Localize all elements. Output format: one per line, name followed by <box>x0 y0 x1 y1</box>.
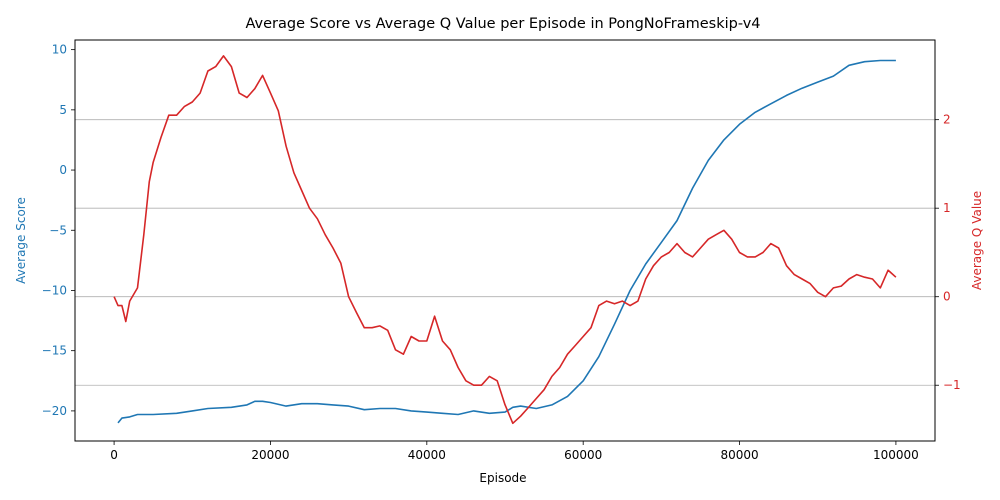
grid-lines <box>75 119 935 386</box>
y-right-tick-label: 0 <box>943 290 951 304</box>
y-axis-left: −20 −15 −10 −5 0 5 10 <box>42 43 75 418</box>
y-left-tick-label: 5 <box>59 103 67 117</box>
plot-series <box>113 55 897 425</box>
x-tick-label: 0 <box>110 448 118 462</box>
chart-title: Average Score vs Average Q Value per Epi… <box>245 16 760 32</box>
x-tick-label: 20000 <box>251 448 289 462</box>
y-left-tick-label: 0 <box>59 163 67 177</box>
x-axis-label: Episode <box>479 471 526 485</box>
y-right-tick-label: 2 <box>943 113 951 127</box>
y-left-tick-label: −5 <box>49 223 67 237</box>
y-right-tick-label: −1 <box>943 378 961 392</box>
average-q-value-line <box>113 55 897 425</box>
x-tick-label: 60000 <box>564 448 602 462</box>
x-tick-label: 40000 <box>408 448 446 462</box>
y-left-tick-label: −20 <box>42 404 67 418</box>
y-right-tick-label: 1 <box>943 201 951 215</box>
y-axis-right-label: Average Q Value <box>970 191 984 290</box>
average-score-line <box>117 59 896 424</box>
x-axis: 0 20000 40000 60000 80000 100000 <box>110 441 919 462</box>
y-left-tick-label: 10 <box>52 43 67 57</box>
x-tick-label: 100000 <box>873 448 919 462</box>
y-left-tick-label: −10 <box>42 283 67 297</box>
plot-frame <box>74 39 936 442</box>
y-axis-left-label: Average Score <box>14 197 28 284</box>
x-tick-label: 80000 <box>720 448 758 462</box>
y-left-tick-label: −15 <box>42 344 67 358</box>
y-axis-right: −1 0 1 2 <box>935 113 961 392</box>
